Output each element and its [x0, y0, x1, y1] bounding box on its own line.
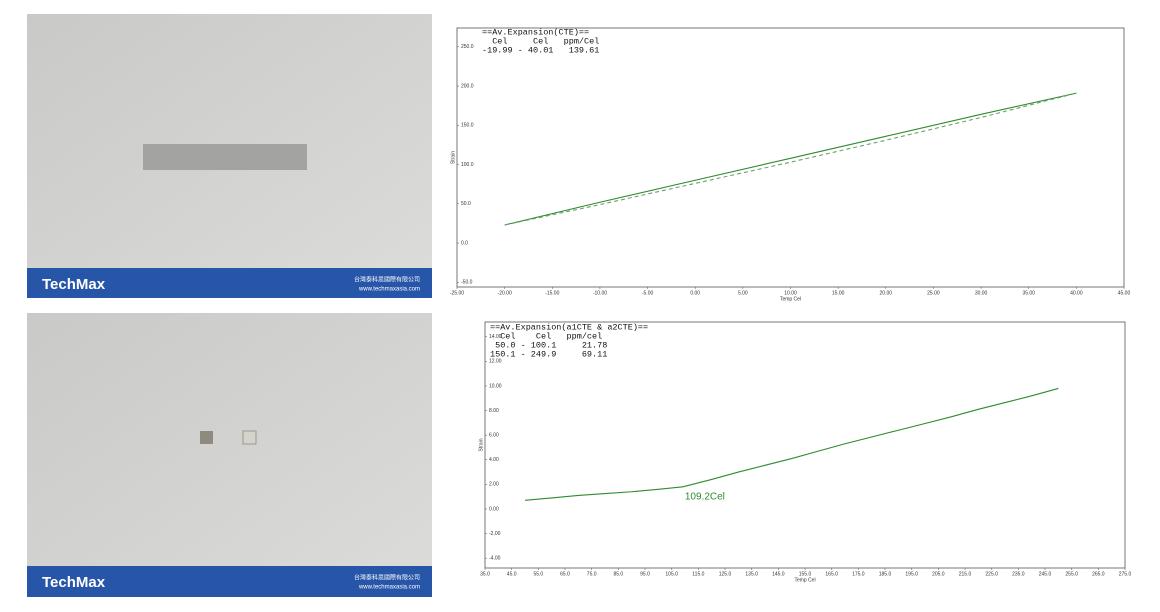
- x-tick-label: 35.00: [1022, 290, 1035, 296]
- x-tick-label: 75.0: [587, 571, 597, 577]
- x-tick-label: 0.00: [690, 290, 700, 296]
- x-tick-label: 145.0: [772, 571, 785, 577]
- x-tick-label: 275.0: [1119, 571, 1132, 577]
- x-tick-label: 205.0: [932, 571, 945, 577]
- x-tick-label: 175.0: [852, 571, 865, 577]
- y-tick-label: 14.00: [489, 334, 502, 340]
- annotation: Cel Cel ppm/Cel: [482, 36, 599, 46]
- sample: [200, 431, 213, 444]
- annotation: ==Av.Expansion(CTE)==: [482, 27, 589, 37]
- x-tick-label: 165.0: [825, 571, 838, 577]
- photo: TechMax 台灣泰科思國際有限公司 www.techmaxasia.com: [27, 14, 432, 298]
- x-tick-label: 10.00: [784, 290, 797, 296]
- x-tick-label: 40.00: [1070, 290, 1083, 296]
- x-tick-label: -10.00: [593, 290, 607, 296]
- y-tick-label: -2.00: [489, 531, 501, 537]
- banner: [27, 566, 432, 597]
- y-tick-label: 0.00: [489, 506, 499, 512]
- brand: TechMax: [42, 276, 106, 293]
- point-label: 109.2Cel: [685, 491, 725, 502]
- data-line: [524, 387, 1059, 501]
- y-tick-label: 200.0: [461, 83, 474, 89]
- banner: [27, 268, 432, 298]
- x-tick-label: 35.0: [480, 571, 490, 577]
- x-tick-label: 255.0: [1065, 571, 1078, 577]
- x-tick-label: 245.0: [1039, 571, 1052, 577]
- x-tick-label: -5.00: [642, 290, 654, 296]
- y-tick-label: 10.00: [489, 383, 502, 389]
- x-tick-label: 235.0: [1012, 571, 1025, 577]
- sample: [143, 144, 307, 170]
- y-tick-label: 250.0: [461, 44, 474, 50]
- x-axis-label: Temp Cel: [794, 577, 815, 583]
- x-tick-label: 20.00: [880, 290, 893, 296]
- x-tick-label: 185.0: [879, 571, 892, 577]
- x-tick-label: -20.00: [498, 290, 512, 296]
- x-axis-label: Temp Cel: [780, 296, 801, 302]
- x-tick-label: 95.0: [640, 571, 650, 577]
- y-tick-label: 2.00: [489, 482, 499, 488]
- x-tick-label: 45.00: [1118, 290, 1131, 296]
- url: www.techmaxasia.com: [358, 585, 420, 591]
- x-tick-label: 55.0: [533, 571, 543, 577]
- x-tick-label: 225.0: [985, 571, 998, 577]
- y-tick-label: -4.00: [489, 555, 501, 561]
- company: 台灣泰科思國際有限公司: [354, 276, 420, 284]
- x-tick-label: 5.00: [738, 290, 748, 296]
- y-tick-label: 100.0: [461, 162, 474, 168]
- sample: [242, 430, 257, 445]
- y-tick-label: 12.00: [489, 359, 502, 365]
- x-tick-label: 30.00: [975, 290, 988, 296]
- y-axis-label: Strain: [478, 438, 484, 451]
- x-tick-label: 85.0: [613, 571, 623, 577]
- annotation: 150.1 - 249.9 69.11: [490, 349, 607, 359]
- url: www.techmaxasia.com: [358, 287, 420, 293]
- x-tick-label: -15.00: [545, 290, 559, 296]
- x-tick-label: 45.0: [507, 571, 517, 577]
- x-tick-label: 105.0: [665, 571, 678, 577]
- x-tick-label: 155.0: [799, 571, 812, 577]
- photo-background: [27, 313, 432, 597]
- x-tick-label: 265.0: [1092, 571, 1105, 577]
- x-tick-label: 25.00: [927, 290, 940, 296]
- y-tick-label: 0.0: [461, 240, 468, 246]
- x-tick-label: 135.0: [745, 571, 758, 577]
- x-tick-label: 125.0: [719, 571, 732, 577]
- photo: TechMax 台灣泰科思國際有限公司 www.techmaxasia.com: [27, 313, 432, 597]
- y-tick-label: 150.0: [461, 123, 474, 129]
- x-tick-label: 115.0: [692, 571, 704, 577]
- x-tick-label: 215.0: [959, 571, 972, 577]
- y-tick-label: 4.00: [489, 457, 499, 463]
- y-tick-label: -50.0: [461, 280, 473, 286]
- annotation: Cel Cel ppm/cel: [490, 331, 602, 341]
- y-tick-label: 50.0: [461, 201, 471, 207]
- annotation: -19.99 - 40.01 139.61: [482, 45, 599, 55]
- x-tick-label: 195.0: [905, 571, 918, 577]
- x-tick-label: 15.00: [832, 290, 845, 296]
- plot-frame: [456, 27, 1125, 288]
- y-tick-label: 8.00: [489, 408, 499, 414]
- y-tick-label: 6.00: [489, 432, 499, 438]
- x-tick-label: -25.00: [450, 290, 464, 296]
- y-axis-label: Strain: [450, 151, 456, 164]
- brand: TechMax: [42, 574, 106, 591]
- annotation: ==Av.Expansion(a1CTE & a2CTE)==: [490, 322, 648, 332]
- data-line: [504, 92, 1077, 226]
- annotation: 50.0 - 100.1 21.78: [490, 340, 607, 350]
- plot-frame: [484, 321, 1126, 569]
- x-tick-label: 65.0: [560, 571, 570, 577]
- company: 台灣泰科思國際有限公司: [354, 574, 420, 582]
